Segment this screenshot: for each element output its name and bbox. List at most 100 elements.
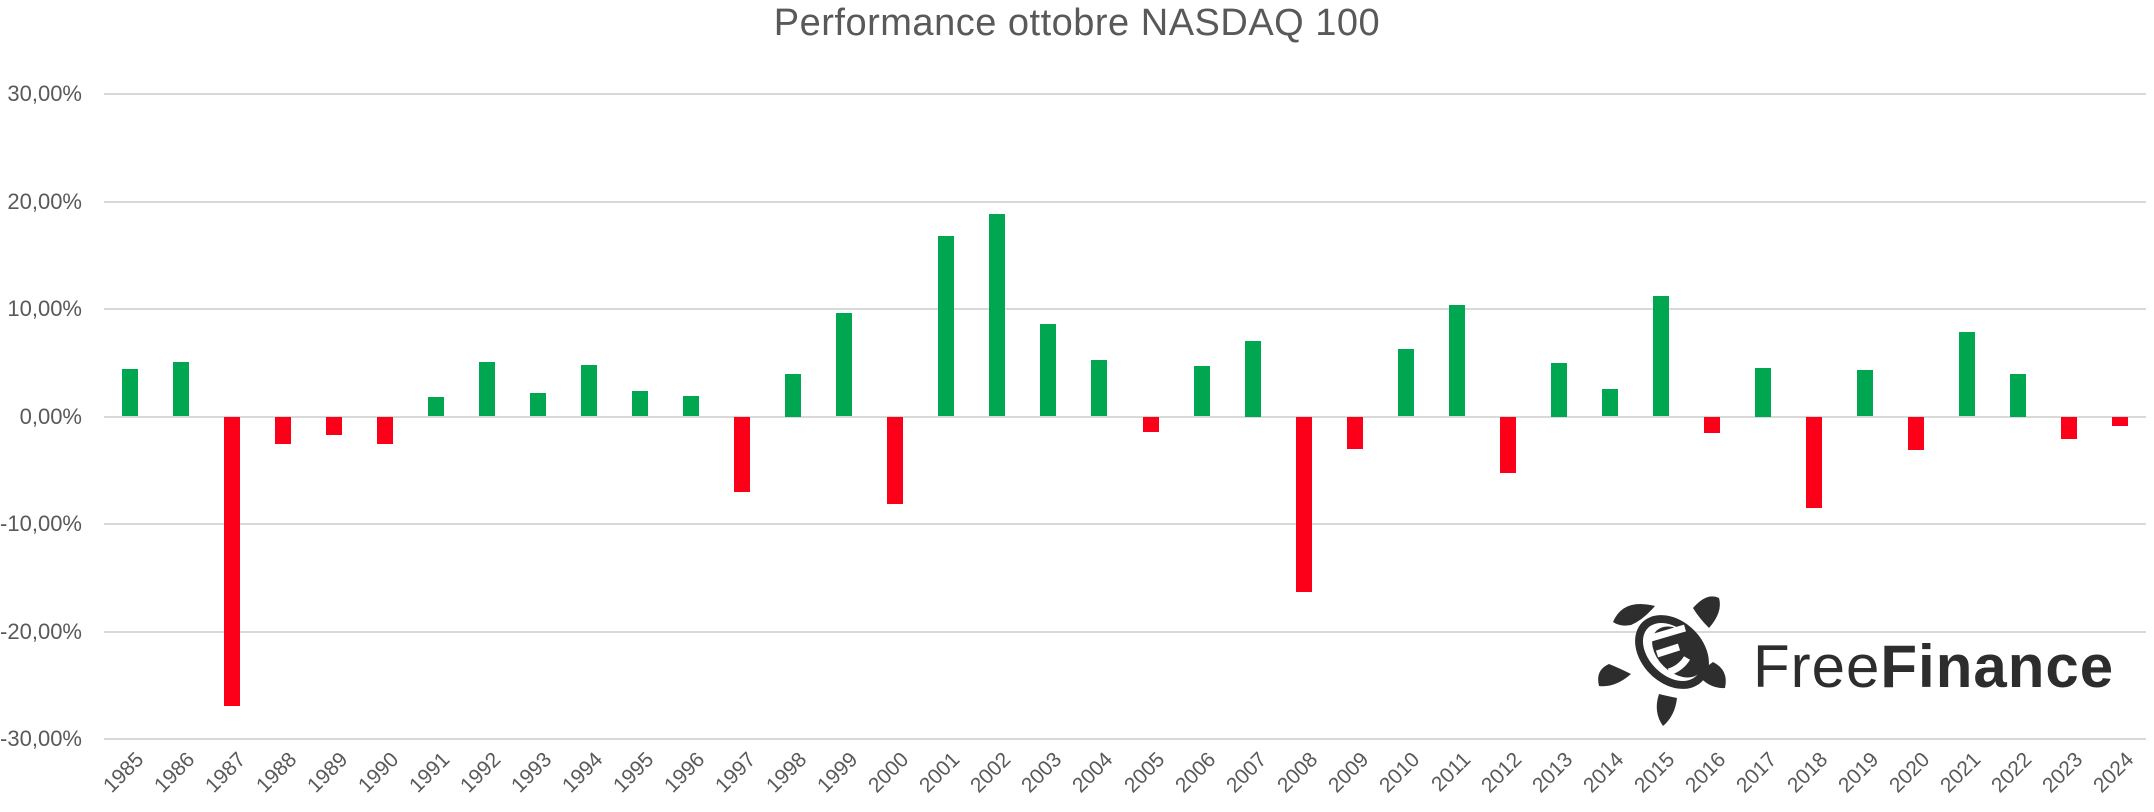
x-tick-label-2015: 2015 [1629, 748, 1680, 798]
x-tick-label-1986: 1986 [149, 748, 199, 798]
bar-2011 [1448, 304, 1465, 417]
x-tick-label-2000: 2000 [864, 748, 914, 798]
turtle-icon [1598, 596, 1726, 726]
x-tick-label-2016: 2016 [1681, 748, 1731, 798]
bar-1996 [683, 396, 700, 417]
x-tick-label-2014: 2014 [1578, 748, 1629, 798]
gridline-0,00% [104, 415, 2146, 418]
x-tick-label-1988: 1988 [251, 748, 301, 798]
bar-2002 [989, 214, 1006, 417]
bar-2015 [1653, 296, 1670, 417]
x-tick-label-2004: 2004 [1068, 748, 1118, 798]
gridline-30,00% [104, 93, 2146, 95]
y-tick-label: -30,00% [0, 726, 82, 751]
bar-2023 [2061, 416, 2078, 440]
bar-2005 [1142, 416, 1159, 432]
bar-1997 [734, 416, 751, 492]
gridline-10,00% [104, 308, 2146, 310]
y-axis: 30,00% 20,00% 10,00% 0,00% -10,00% -20,00% -30… [0, 81, 88, 751]
bar-2004 [1091, 359, 1108, 417]
bar-2000 [887, 416, 904, 504]
gridline-20,00% [104, 200, 2146, 203]
bar-2010 [1397, 348, 1414, 417]
x-tick-label-2018: 2018 [1783, 748, 1833, 798]
x-tick-label-1998: 1998 [762, 748, 812, 798]
bar-2009 [1346, 416, 1363, 449]
bar-2003 [1040, 324, 1057, 417]
y-tick-label: 10,00% [7, 296, 82, 321]
y-tick-label: 0,00% [19, 403, 82, 429]
plot-area [104, 93, 2146, 740]
x-tick-label-2021: 2021 [1936, 748, 1986, 798]
brand-text-free: Free [1753, 633, 1881, 700]
x-tick-label-1999: 1999 [813, 748, 863, 798]
x-tick-label-2013: 2013 [1527, 748, 1578, 798]
bar-2016 [1704, 416, 1721, 433]
y-tick-label: -10,00% [0, 511, 82, 536]
x-tick-label-1992: 1992 [455, 748, 506, 798]
bar-1987 [223, 416, 240, 706]
bar-1998 [785, 373, 802, 417]
bar-1992 [478, 361, 495, 417]
y-tick-label: -20,00% [0, 618, 82, 644]
bar-2013 [1550, 362, 1567, 417]
x-tick-label-1991: 1991 [404, 748, 455, 798]
gridline--30,00% [104, 738, 2146, 740]
bar-2006 [1193, 365, 1210, 417]
x-tick-label-2023: 2023 [2038, 748, 2088, 798]
x-tick-label-2020: 2020 [1885, 748, 1935, 798]
bar-1993 [529, 392, 546, 417]
x-tick-label-1989: 1989 [302, 748, 352, 798]
x-tick-label-2010: 2010 [1374, 748, 1425, 798]
x-tick-label-2008: 2008 [1272, 748, 1322, 798]
brand-text-finance: Finance [1880, 633, 2115, 700]
x-tick-label-2011: 2011 [1426, 748, 1476, 797]
brand-logo: FreeFinance [1593, 586, 2133, 736]
x-tick-label-2001: 2001 [915, 748, 965, 798]
x-tick-label-1995: 1995 [608, 748, 659, 798]
x-axis: 1985 1986 1987 1988 1989 1990 1991 1992 1993 1994… [98, 748, 2146, 812]
bar-2021 [1959, 331, 1976, 417]
bar-2007 [1244, 341, 1261, 417]
x-tick-label-2024: 2024 [2089, 748, 2139, 798]
bar-1990 [376, 416, 393, 445]
x-tick-label-2017: 2017 [1732, 748, 1782, 798]
x-tick-label-2006: 2006 [1170, 748, 1220, 798]
x-tick-label-1987: 1987 [200, 748, 250, 798]
bar-1986 [172, 361, 189, 417]
x-tick-label-2005: 2005 [1119, 748, 1169, 798]
y-tick-label: 30,00% [7, 81, 82, 106]
x-tick-label-1997: 1997 [711, 748, 761, 798]
bar-2014 [1601, 388, 1618, 417]
bar-1989 [325, 416, 342, 435]
x-tick-label-2019: 2019 [1834, 748, 1884, 798]
bar-2017 [1755, 368, 1772, 417]
bar-2018 [1806, 416, 1823, 508]
x-tick-label-2007: 2007 [1221, 748, 1271, 798]
x-tick-label-1990: 1990 [353, 748, 404, 798]
x-tick-label-1996: 1996 [660, 748, 710, 798]
bar-2020 [1908, 416, 1925, 450]
x-tick-label-2009: 2009 [1323, 748, 1373, 798]
y-tick-label: 20,00% [7, 188, 82, 214]
x-tick-label-2003: 2003 [1017, 748, 1067, 798]
x-tick-label-2012: 2012 [1476, 748, 1527, 798]
brand-text: FreeFinance [1753, 630, 2114, 704]
bar-1995 [632, 390, 649, 417]
bar-2012 [1499, 416, 1516, 474]
bar-2008 [1295, 416, 1312, 592]
x-tick-label-2022: 2022 [1987, 748, 2037, 798]
x-tick-label-2002: 2002 [966, 748, 1016, 798]
bar-2019 [1857, 370, 1874, 417]
x-tick-label-1994: 1994 [557, 748, 608, 798]
bar-1988 [274, 416, 291, 445]
bar-1985 [121, 369, 138, 417]
bar-1994 [580, 364, 597, 417]
x-tick-label-1993: 1993 [506, 748, 557, 798]
x-tick-label-1985: 1985 [98, 748, 148, 798]
chart-title: Performance ottobre NASDAQ 100 [773, 2, 1381, 44]
bar-2024 [2112, 416, 2129, 427]
bar-2022 [2010, 373, 2027, 417]
bar-1999 [836, 313, 853, 417]
